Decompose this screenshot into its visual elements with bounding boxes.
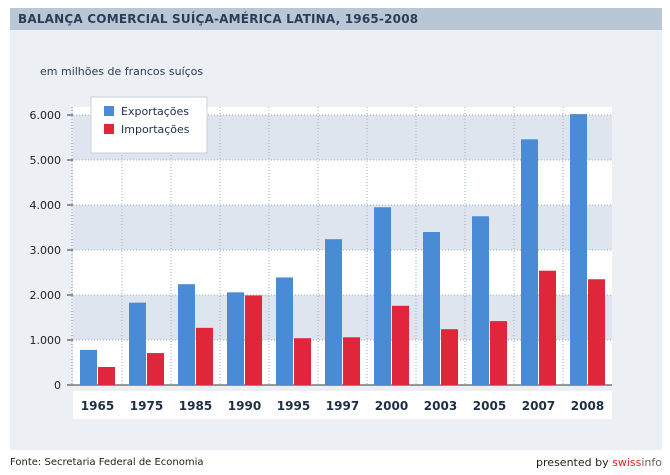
- bar-importacoes: [588, 279, 605, 385]
- legend-swatch: [104, 106, 114, 116]
- x-tick-label: 1990: [228, 399, 261, 413]
- title-bar: BALANÇA COMERCIAL SUÍÇA-AMÉRICA LATINA, …: [10, 8, 662, 30]
- bar-importacoes: [539, 270, 556, 385]
- x-label-band: [73, 391, 612, 419]
- source-note: Fonte: Secretaria Federal de Economia: [10, 457, 204, 468]
- bar-exportacoes: [374, 207, 391, 385]
- x-tick-label: 2003: [424, 399, 457, 413]
- y-tick-label: 1.000: [30, 334, 62, 347]
- presented-by-label: presented by: [536, 456, 609, 469]
- bar-importacoes: [98, 367, 115, 385]
- chart-subtitle: em milhões de francos suíços: [40, 65, 204, 78]
- x-tick-label: 1995: [277, 399, 310, 413]
- x-tick-label: 2008: [571, 399, 604, 413]
- x-tick-label: 1965: [81, 399, 114, 413]
- bar-exportacoes: [129, 302, 146, 385]
- x-tick-label: 2005: [473, 399, 506, 413]
- bar-exportacoes: [423, 232, 440, 385]
- brand-info: info: [641, 456, 662, 469]
- bar-importacoes: [392, 305, 409, 385]
- x-tick-label: 2000: [375, 399, 408, 413]
- y-tick-label: 4.000: [30, 199, 62, 212]
- y-tick-label: 3.000: [30, 244, 62, 257]
- legend-label: Importações: [121, 123, 190, 136]
- bar-importacoes: [245, 295, 262, 385]
- presented-by: presented by swissinfo: [536, 456, 662, 469]
- bar-exportacoes: [325, 239, 342, 385]
- legend-swatch: [104, 124, 114, 134]
- bar-importacoes: [343, 337, 360, 385]
- x-tick-label: 1997: [326, 399, 359, 413]
- y-tick-label: 5.000: [30, 154, 62, 167]
- bar-importacoes: [441, 329, 458, 385]
- brand-swiss: swiss: [612, 456, 642, 469]
- bar-exportacoes: [521, 139, 538, 385]
- y-tick-label: 6.000: [30, 109, 62, 122]
- legend-label: Exportações: [121, 105, 189, 118]
- bar-exportacoes: [227, 292, 244, 385]
- y-tick-label: 2.000: [30, 289, 62, 302]
- bar-importacoes: [196, 327, 213, 385]
- chart-title: BALANÇA COMERCIAL SUÍÇA-AMÉRICA LATINA, …: [18, 12, 419, 26]
- x-tick-label: 2007: [522, 399, 555, 413]
- bar-exportacoes: [80, 349, 97, 385]
- bar-exportacoes: [472, 216, 489, 385]
- bar-exportacoes: [570, 114, 587, 385]
- y-tick-label: 0: [54, 379, 61, 392]
- bar-exportacoes: [276, 277, 293, 385]
- bar-exportacoes: [178, 284, 195, 385]
- x-tick-label: 1985: [179, 399, 212, 413]
- x-tick-label: 1975: [130, 399, 163, 413]
- bar-importacoes: [294, 338, 311, 385]
- bar-importacoes: [147, 353, 164, 385]
- bar-importacoes: [490, 321, 507, 385]
